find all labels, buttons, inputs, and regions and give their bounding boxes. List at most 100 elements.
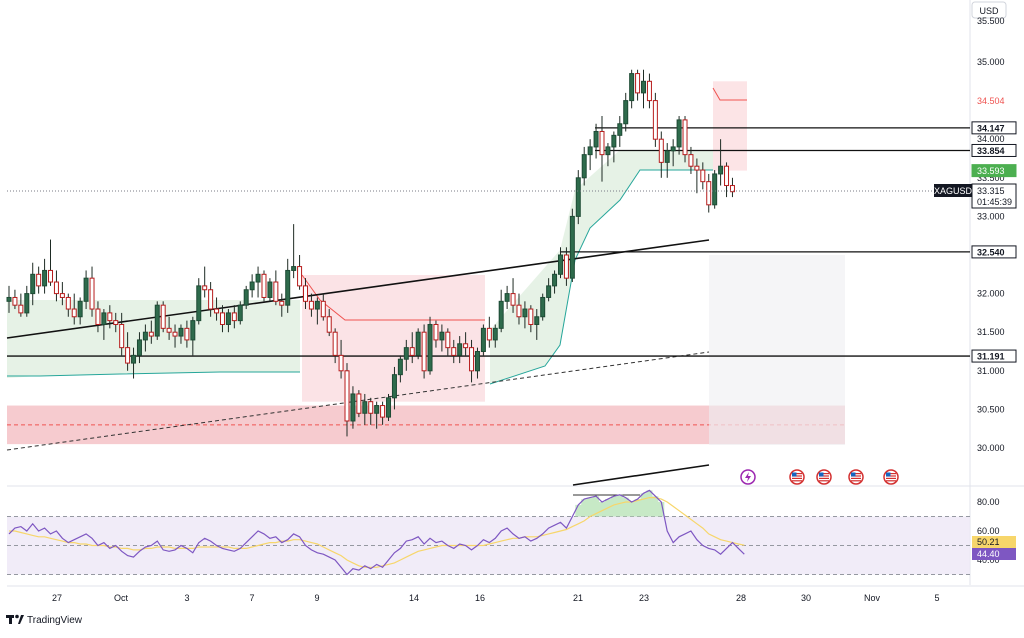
candle-down[interactable]: [563, 254, 569, 279]
candle-up[interactable]: [237, 304, 243, 322]
candle-down[interactable]: [71, 308, 77, 318]
candle-down[interactable]: [368, 401, 374, 414]
candle-up[interactable]: [249, 281, 255, 291]
candle-down[interactable]: [528, 308, 534, 325]
candle-up[interactable]: [557, 254, 563, 275]
candle-up[interactable]: [546, 285, 552, 298]
candle-down[interactable]: [166, 327, 172, 333]
candle-up[interactable]: [629, 73, 635, 102]
candle-up[interactable]: [641, 80, 647, 94]
candle-up[interactable]: [362, 401, 368, 414]
candle-up[interactable]: [605, 146, 611, 156]
candle-down[interactable]: [184, 327, 190, 341]
candle-up[interactable]: [267, 281, 273, 298]
candle-up[interactable]: [350, 393, 356, 422]
candle-down[interactable]: [421, 331, 427, 372]
candle-up[interactable]: [42, 269, 48, 287]
candle-up[interactable]: [142, 331, 148, 341]
tradingview-logo-icon[interactable]: [6, 614, 24, 624]
candle-up[interactable]: [397, 358, 403, 376]
candle-down[interactable]: [646, 80, 652, 102]
candle-up[interactable]: [314, 300, 320, 310]
candle-down[interactable]: [308, 300, 314, 310]
lightning-icon[interactable]: [740, 469, 756, 485]
candle-down[interactable]: [219, 312, 225, 325]
us-flag-icon[interactable]: [789, 469, 805, 485]
candle-down[interactable]: [463, 343, 469, 349]
candle-up[interactable]: [718, 165, 724, 175]
brand-name[interactable]: TradingView: [27, 615, 83, 626]
candle-up[interactable]: [24, 293, 30, 314]
candle-up[interactable]: [575, 177, 581, 217]
candle-down[interactable]: [486, 327, 492, 341]
candle-down[interactable]: [332, 331, 338, 356]
candle-up[interactable]: [291, 266, 297, 271]
candle-up[interactable]: [83, 277, 89, 302]
candle-up[interactable]: [492, 327, 498, 341]
candle-up[interactable]: [664, 150, 670, 163]
candle-down[interactable]: [279, 300, 285, 306]
candle-up[interactable]: [131, 354, 137, 364]
candle-up[interactable]: [427, 323, 433, 372]
candle-down[interactable]: [433, 323, 439, 341]
candle-down[interactable]: [273, 281, 279, 302]
candle-down[interactable]: [160, 304, 166, 329]
candle-down[interactable]: [89, 277, 95, 310]
price-label-badge[interactable]: [971, 93, 1017, 107]
candle-up[interactable]: [255, 273, 261, 283]
candle-up[interactable]: [439, 331, 445, 341]
candle-down[interactable]: [652, 100, 658, 140]
price-label-badge[interactable]: [971, 245, 1017, 259]
candle-down[interactable]: [65, 296, 71, 310]
candle-down[interactable]: [380, 405, 386, 418]
us-flag-icon[interactable]: [848, 469, 864, 485]
candle-up[interactable]: [534, 316, 540, 325]
candle-down[interactable]: [729, 185, 735, 193]
candle-up[interactable]: [374, 405, 380, 414]
candle-up[interactable]: [403, 347, 409, 360]
candle-down[interactable]: [356, 393, 362, 414]
candle-down[interactable]: [451, 347, 457, 356]
candle-down[interactable]: [297, 266, 303, 287]
candle-up[interactable]: [712, 173, 718, 206]
candle-up[interactable]: [243, 289, 249, 306]
support-trendline[interactable]: [6, 351, 710, 451]
candle-down[interactable]: [148, 331, 154, 337]
candle-down[interactable]: [724, 165, 730, 187]
candle-up[interactable]: [6, 296, 12, 302]
candle-up[interactable]: [474, 351, 480, 372]
candle-down[interactable]: [119, 323, 125, 349]
candle-up[interactable]: [611, 134, 617, 148]
candle-up[interactable]: [415, 331, 421, 356]
rsi-line[interactable]: [8, 489, 745, 576]
candle-down[interactable]: [688, 154, 694, 167]
candle-down[interactable]: [59, 293, 65, 298]
candle-up[interactable]: [30, 273, 36, 295]
candle-down[interactable]: [338, 354, 344, 372]
candle-up[interactable]: [77, 300, 83, 318]
candle-up[interactable]: [522, 308, 528, 318]
candle-down[interactable]: [445, 331, 451, 349]
candle-down[interactable]: [700, 169, 706, 183]
candle-up[interactable]: [569, 215, 575, 279]
candle-up[interactable]: [391, 374, 397, 399]
candle-down[interactable]: [516, 304, 522, 318]
price-label-badge[interactable]: [971, 349, 1017, 363]
candle-down[interactable]: [172, 331, 178, 337]
candle-down[interactable]: [113, 320, 119, 325]
candle-up[interactable]: [154, 304, 160, 337]
candle-down[interactable]: [261, 273, 267, 298]
candle-down[interactable]: [320, 300, 326, 318]
candle-up[interactable]: [498, 300, 504, 329]
candle-up[interactable]: [101, 312, 107, 325]
divergence-trendline[interactable]: [572, 464, 710, 486]
rsi-ma-line[interactable]: [9, 497, 745, 568]
candle-down[interactable]: [107, 312, 113, 322]
candle-down[interactable]: [599, 130, 605, 156]
candle-up[interactable]: [225, 312, 231, 325]
us-flag-icon[interactable]: [816, 469, 832, 485]
us-flag-icon[interactable]: [883, 469, 899, 485]
candle-up[interactable]: [457, 343, 463, 356]
candle-down[interactable]: [208, 289, 214, 310]
